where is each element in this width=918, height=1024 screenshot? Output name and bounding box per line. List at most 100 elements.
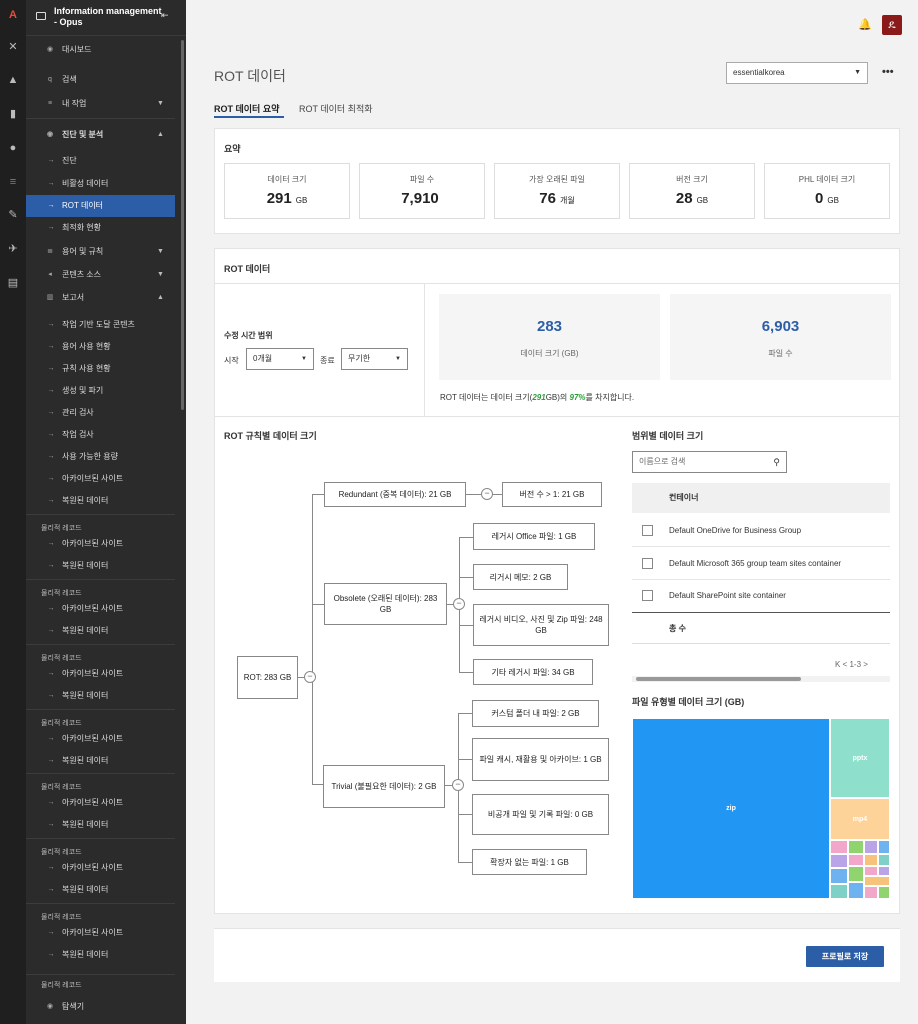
treemap-small[interactable] (878, 840, 890, 854)
sidebar-item-search[interactable]: q 검색 (26, 69, 175, 91)
treemap-small[interactable] (878, 854, 890, 866)
sidebar-item-inactive-data[interactable]: → 비활성 데이터 (26, 173, 175, 195)
sidebar-item-archived-sites[interactable]: → 아카이브된 사이트 (26, 598, 175, 620)
sidebar-item-reports[interactable]: ▥ 보고서 ▲ (26, 287, 175, 309)
tree-node-obsolete-4[interactable]: 기타 레거시 파일: 34 GB (473, 659, 593, 685)
sidebar-item-archived-sites[interactable]: → 아카이브된 사이트 (26, 533, 175, 555)
sidebar-item-optimization[interactable]: → 최적화 현황 (26, 217, 175, 239)
collapse-toggle-icon[interactable]: − (304, 671, 316, 683)
sidebar-scrollbar[interactable] (181, 40, 184, 410)
treemap-small[interactable] (848, 866, 864, 882)
table-row[interactable]: Default SharePoint site container (632, 580, 890, 612)
sidebar-item-restored-data[interactable]: → 복원된 데이터 (26, 879, 175, 901)
sidebar-item-restored-data[interactable]: → 복원된 데이터 (26, 555, 175, 577)
avatar[interactable]: ዴ (882, 15, 902, 35)
sidebar-item-report-6[interactable]: → 작업 검사 (26, 424, 175, 446)
collapse-icon[interactable]: ⇤ (161, 10, 169, 20)
sidebar-item-report-1[interactable]: → 작업 기반 도달 콘텐츠 (26, 314, 175, 336)
search-input[interactable]: 이름으로 검색 ⚲ (632, 451, 787, 473)
sidebar-item-diagnosis-analysis[interactable]: ◉ 진단 및 분석 ▲ (26, 124, 175, 146)
scrollbar-thumb[interactable] (636, 677, 801, 681)
treemap-small[interactable] (864, 866, 878, 876)
sidebar-item-restored-data[interactable]: → 복원된 데이터 (26, 685, 175, 707)
sidebar-item-report-8[interactable]: → 아카이브된 사이트 (26, 468, 175, 490)
tools-icon[interactable]: ✕ (8, 41, 18, 53)
sidebar-item-report-4[interactable]: → 생성 및 파기 (26, 380, 175, 402)
tree-node-trivial[interactable]: Trivial (불필요한 데이터): 2 GB (323, 765, 445, 808)
treemap-small[interactable] (848, 840, 864, 854)
sidebar-item-restored-data[interactable]: → 복원된 데이터 (26, 620, 175, 642)
treemap-mp4[interactable]: mp4 (830, 798, 890, 840)
collapse-toggle-icon[interactable]: − (452, 779, 464, 791)
tree-node-redundant-version[interactable]: 버전 수 > 1: 21 GB (502, 482, 602, 507)
search-icon[interactable]: ⚲ (773, 457, 780, 467)
file-icon[interactable]: ▤ (7, 277, 19, 289)
plane-icon[interactable]: ✈ (8, 243, 18, 255)
tree-node-trivial-1[interactable]: 커스텀 폴더 내 파일: 2 GB (472, 700, 599, 727)
tab-rot-summary[interactable]: ROT 데이터 요약 (214, 104, 280, 114)
tree-node-redundant[interactable]: Redundant (중복 데이터): 21 GB (324, 482, 466, 507)
shield-icon[interactable]: ● (9, 142, 17, 154)
more-icon[interactable]: ••• (882, 66, 894, 78)
bookmark-icon[interactable]: ▮ (9, 108, 17, 120)
sidebar-item-archived-sites[interactable]: → 아카이브된 사이트 (26, 857, 175, 879)
sidebar-item-restored-data[interactable]: → 복원된 데이터 (26, 814, 175, 836)
tree-node-root[interactable]: ROT: 283 GB (237, 656, 298, 699)
sidebar-item-archived-sites[interactable]: → 아카이브된 사이트 (26, 663, 175, 685)
sidebar-item-terms-rules[interactable]: ≣ 용어 및 규칙 ▼ (26, 241, 175, 263)
pen-icon[interactable]: ✎ (8, 209, 18, 221)
sidebar-item-content-sources[interactable]: ◂ 콘텐츠 소스 ▼ (26, 264, 175, 286)
treemap-small[interactable] (878, 886, 890, 899)
treemap-small[interactable] (878, 866, 890, 876)
tree-node-obsolete-3[interactable]: 레거시 비디오, 사진 및 Zip 파일: 248 GB (473, 604, 609, 646)
table-row[interactable]: Default OneDrive for Business Group (632, 515, 890, 547)
bell-icon[interactable]: 🔔 (858, 19, 872, 31)
treemap-pptx[interactable]: pptx (830, 718, 890, 798)
treemap-small[interactable] (848, 854, 864, 866)
treemap-zip[interactable]: zip (632, 718, 830, 899)
save-profile-button[interactable]: 프로필로 저장 (806, 946, 884, 967)
sidebar-item-report-2[interactable]: → 용어 사용 현황 (26, 336, 175, 358)
row-checkbox[interactable] (642, 558, 653, 569)
tree-node-obsolete-1[interactable]: 레거시 Office 파일: 1 GB (473, 523, 595, 550)
app-logo-icon[interactable]: A (9, 9, 17, 21)
sidebar-item-rot-data[interactable]: → ROT 데이터 (26, 195, 175, 217)
sidebar-item-archived-sites[interactable]: → 아카이브된 사이트 (26, 922, 175, 944)
pagination[interactable]: K < 1-3 > (835, 660, 868, 669)
tenant-select[interactable]: essentialkorea ▼ (726, 62, 868, 84)
sidebar-item-report-5[interactable]: → 관리 검사 (26, 402, 175, 424)
sidebar-item-report-7[interactable]: → 사용 가능한 용량 (26, 446, 175, 468)
sidebar-item-archived-sites[interactable]: → 아카이브된 사이트 (26, 792, 175, 814)
treemap-small[interactable] (830, 868, 848, 884)
treemap-small[interactable] (864, 840, 878, 854)
sidebar-item-restored-data[interactable]: → 복원된 데이터 (26, 750, 175, 772)
sidebar-item-diagnosis[interactable]: → 진단 (26, 150, 175, 172)
sidebar-item-dashboard[interactable]: ◉ 대시보드 (26, 39, 175, 61)
collapse-toggle-icon[interactable]: − (453, 598, 465, 610)
treemap-small[interactable] (864, 886, 878, 899)
treemap-small[interactable] (830, 840, 848, 854)
sidebar-item-my-tasks[interactable]: ≡ 내 작업 ▼ (26, 93, 175, 115)
horizontal-scrollbar[interactable] (632, 676, 890, 682)
sidebar-item-archived-sites[interactable]: → 아카이브된 사이트 (26, 728, 175, 750)
treemap-small[interactable] (864, 876, 890, 886)
sidebar-item-report-9[interactable]: → 복원된 데이터 (26, 490, 175, 512)
start-select[interactable]: 0개월 ▼ (246, 348, 314, 370)
tree-node-trivial-4[interactable]: 확장자 없는 파일: 1 GB (472, 849, 587, 875)
tree-node-trivial-2[interactable]: 파일 캐시, 재활용 및 아카이브: 1 GB (472, 738, 609, 781)
sidebar-item-explorer[interactable]: ◉ 탐색기 (26, 996, 175, 1018)
treemap-small[interactable] (864, 854, 878, 866)
collapse-toggle-icon[interactable]: − (481, 488, 493, 500)
tree-node-obsolete[interactable]: Obsolete (오래된 데이터): 283 GB (324, 583, 447, 625)
tree-node-trivial-3[interactable]: 비공개 파일 및 기록 파일: 0 GB (472, 794, 609, 835)
database-icon[interactable]: ≡ (9, 176, 17, 188)
sidebar-item-report-3[interactable]: → 규칙 사용 현황 (26, 358, 175, 380)
treemap-small[interactable] (830, 854, 848, 868)
row-checkbox[interactable] (642, 525, 653, 536)
warning-icon[interactable]: ▲ (7, 74, 19, 86)
table-row[interactable]: Default Microsoft 365 group team sites c… (632, 548, 890, 580)
sidebar-item-restored-data[interactable]: → 복원된 데이터 (26, 944, 175, 966)
tree-node-obsolete-2[interactable]: 리거시 메모: 2 GB (473, 564, 568, 590)
tab-rot-optimization[interactable]: ROT 데이터 최적화 (299, 104, 373, 114)
treemap-small[interactable] (830, 884, 848, 899)
